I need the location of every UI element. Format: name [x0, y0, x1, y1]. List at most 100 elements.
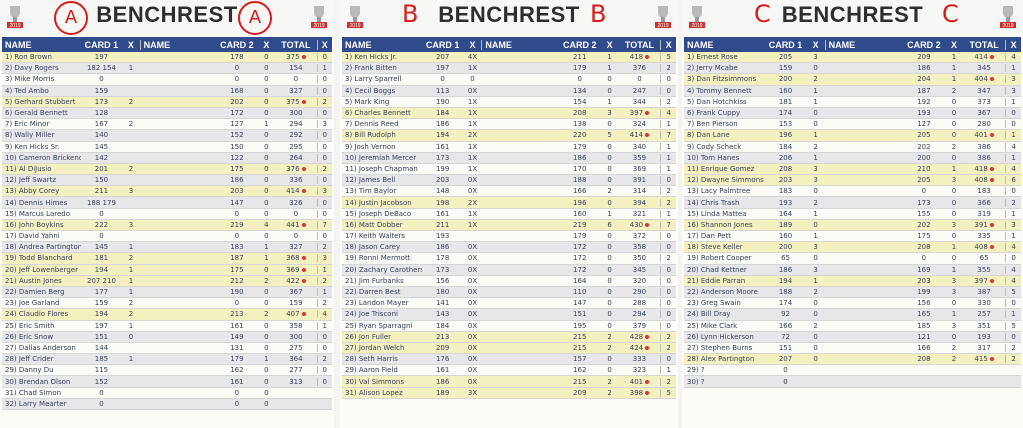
x1-cell: 0: [813, 254, 818, 263]
x2-cell: 2: [951, 343, 957, 352]
total-x-cell: 2: [1005, 198, 1021, 207]
total-cell: 65: [979, 254, 989, 263]
total-x-cell: 0: [316, 142, 332, 151]
name-cell: 13) Abby Corey: [5, 187, 60, 196]
total-cell: 324: [632, 120, 647, 129]
table-header: NAME CARD 1 X NAME CARD 2 X TOTAL X: [342, 37, 676, 52]
table-row: 29) Aaron Field 161 0X 162 0 323 1: [342, 365, 676, 377]
total-cell: 366: [977, 198, 991, 207]
board-header: 2019 BENCHREST A A 2019: [0, 0, 334, 36]
name-cell: 20) Zachary Carothers: [345, 265, 422, 274]
total-x-cell: 4: [1005, 276, 1021, 285]
table-row: 3) Larry Sparrell 0 0 0 0 0 0: [342, 74, 676, 86]
name-cell: 10) Cameron Brickendolf: [5, 153, 81, 162]
card1-cell: 203: [778, 176, 793, 185]
x2-cell: 1: [951, 64, 957, 73]
table-row: 1) Ken Hicks Jr. 207 4X 211 1 418 5: [342, 52, 676, 64]
x1-cell: 0X: [467, 377, 478, 386]
table-row: 14) Dennis Himes 188 179 147 0 326 0: [2, 197, 332, 209]
table-row: 12) Jeff Swartz 150 186 0 336 0: [2, 175, 332, 187]
total-x-cell: 2: [660, 198, 675, 207]
qualifier-dot-icon: [301, 312, 306, 317]
total-cell: 364: [289, 355, 303, 364]
name-cell: 19) Todd Blanchard: [5, 254, 73, 263]
total-x-cell: 1: [660, 164, 675, 173]
name-cell: 28) Alex Partington: [687, 355, 755, 364]
card2-cell: 178: [230, 53, 244, 62]
x1-cell: 2: [128, 120, 134, 129]
total-cell: 372: [632, 232, 647, 241]
x2-cell: 3: [607, 109, 612, 118]
x2-cell: 0: [951, 131, 957, 140]
total-cell: 295: [289, 142, 303, 151]
table-row: 13) Abby Corey 211 3 203 0 414 3: [2, 186, 332, 198]
card1-cell: 151: [778, 343, 793, 352]
card2-cell: 166: [917, 343, 931, 352]
table-header: NAME CARD 1 X NAME CARD 2 X TOTAL X: [2, 37, 332, 52]
name-cell: 25) Eric Smith: [5, 321, 55, 330]
x2-cell: 2: [951, 355, 957, 364]
name-cell: 24) Bill Dray: [687, 310, 731, 319]
x2-cell: 0: [264, 388, 269, 397]
total-x-cell: 0: [660, 321, 675, 330]
card1-cell: 194: [778, 276, 793, 285]
x2-cell: 0: [264, 142, 269, 151]
card2-cell: 172: [573, 254, 587, 263]
name-cell: 4) Ted Ambo: [5, 86, 49, 95]
x2-cell: 4: [264, 220, 269, 229]
card2-cell: 175: [917, 232, 931, 241]
card1-cell: 211: [94, 187, 109, 196]
total-cell: 0: [293, 209, 299, 218]
card1-cell: 193: [435, 232, 450, 241]
total-cell: 294: [289, 120, 303, 129]
total-cell: 294: [632, 310, 647, 319]
card2-cell: 0: [234, 75, 240, 84]
qualifier-dot-icon: [301, 256, 306, 261]
x1-cell: 0: [813, 64, 818, 73]
x2-cell: 1: [951, 75, 957, 84]
svg-text:2019: 2019: [1002, 23, 1013, 29]
card1-cell: 151: [94, 332, 109, 341]
total-x-cell: 0: [316, 232, 332, 241]
total-x-cell: 1: [660, 153, 675, 162]
card2-cell: 147: [573, 299, 587, 308]
board-title: BENCHREST: [96, 2, 238, 27]
qualifier-dot-icon: [301, 55, 306, 60]
name-cell: 6) Frank Cuppy: [687, 109, 741, 118]
card2-cell: 219: [230, 220, 244, 229]
table-row: 7) Ben Pierson 153 0 127 0 280 0: [684, 119, 1021, 131]
total-cell: 327: [289, 243, 303, 252]
x2-cell: 1: [264, 254, 269, 263]
card2-cell: 209: [573, 388, 587, 397]
x1-cell: 2: [128, 164, 134, 173]
header-cell: X: [316, 39, 332, 50]
table-row: 18) Jason Carey 186 0X 172 0 358 0: [342, 242, 676, 254]
card2-cell: 202: [917, 142, 931, 151]
name-cell: 12) James Bell: [345, 176, 396, 185]
table-row: 25) Ryan Sparragni 184 0X 195 0 379 0: [342, 321, 676, 332]
x1-cell: 0X: [467, 299, 478, 308]
x2-cell: 0: [951, 109, 957, 118]
x2-cell: 1: [951, 265, 957, 274]
name-cell: 6) Gerald Bennett: [5, 109, 68, 118]
card2-cell: 208: [917, 243, 931, 252]
table-row: 18) Steve Keller 200 3 208 1 408 4: [684, 242, 1021, 254]
card2-cell: 0: [921, 254, 927, 263]
x1-cell: 1: [128, 355, 134, 364]
x1-cell: 1: [128, 243, 134, 252]
header-cell: X: [127, 39, 134, 50]
division-letter-right: B: [590, 0, 607, 28]
x2-cell: 0: [264, 187, 269, 196]
division-letter-left: A: [54, 1, 88, 35]
total-x-cell: 2: [316, 299, 332, 308]
x1-cell: 1X: [467, 209, 478, 218]
card1-cell: 173: [435, 153, 450, 162]
card2-cell: 149: [230, 332, 244, 341]
card2-cell: 160: [573, 209, 587, 218]
total-x-cell: 1: [1005, 310, 1021, 319]
name-cell: 6) Charles Bennett: [345, 109, 411, 118]
card1-cell: 193: [778, 198, 793, 207]
qualifier-dot-icon: [301, 267, 306, 272]
x2-cell: 0: [607, 366, 612, 375]
qualifier-dot-icon: [989, 222, 994, 227]
